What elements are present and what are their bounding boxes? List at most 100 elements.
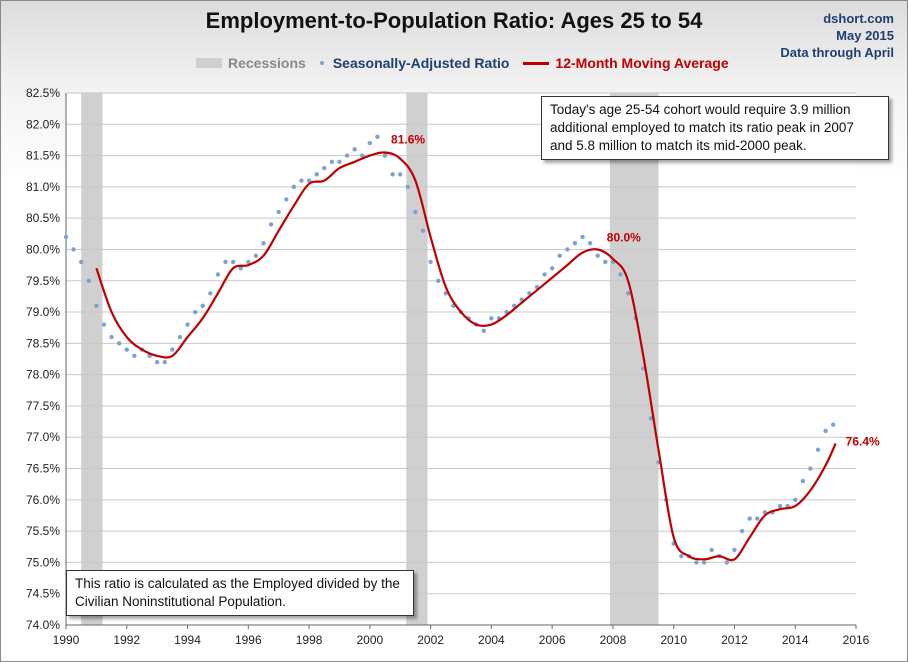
ratio-point — [253, 253, 259, 258]
x-tick-label: 2012 — [721, 633, 748, 647]
ratio-point — [489, 316, 494, 321]
y-tick-label: 77.0% — [26, 430, 60, 444]
ratio-point — [679, 553, 684, 559]
ratio-point — [215, 272, 221, 277]
ratio-point — [86, 278, 91, 283]
ratio-point — [420, 228, 426, 233]
ratio-point — [831, 422, 836, 427]
ratio-point — [648, 416, 654, 421]
ratio-point — [587, 241, 593, 246]
ratio-point — [390, 172, 395, 177]
ratio-point — [709, 547, 714, 553]
y-tick-label: 80.0% — [26, 242, 60, 256]
chart-legend: Recessions Seasonally-Adjusted Ratio 12-… — [196, 54, 743, 72]
legend-item-recessions: Recessions — [196, 55, 306, 71]
ratio-point — [572, 241, 578, 246]
x-tick-label: 2002 — [417, 633, 444, 647]
ratio-point — [132, 353, 137, 359]
ratio-point — [549, 266, 555, 271]
ratio-point — [223, 259, 228, 265]
ratio-point — [124, 347, 129, 352]
source-data-through: Data through April — [780, 45, 894, 60]
ratio-point — [808, 466, 813, 471]
ratio-point — [261, 241, 266, 246]
ratio-point — [162, 359, 167, 365]
value-label: 81.6% — [391, 132, 425, 146]
ratio-point — [595, 253, 600, 258]
ratio-point — [344, 153, 350, 158]
ratio-point — [116, 341, 122, 346]
source-date: May 2015 — [836, 28, 894, 43]
y-tick-label: 82.0% — [26, 117, 60, 131]
ratio-point — [306, 178, 312, 183]
ratio-point — [109, 334, 114, 340]
annotation-note-top: Today's age 25-54 cohort would require 3… — [541, 96, 889, 160]
ratio-point — [246, 259, 251, 265]
y-tick-label: 78.5% — [26, 336, 60, 350]
ratio-point — [352, 147, 357, 152]
ratio-point — [603, 259, 608, 265]
dot-swatch — [319, 61, 324, 65]
y-tick-label: 76.5% — [26, 462, 60, 476]
y-tick-label: 77.5% — [26, 399, 60, 413]
y-tick-label: 75.5% — [26, 524, 60, 538]
ratio-point — [268, 222, 274, 227]
ratio-point — [565, 247, 570, 252]
x-tick-label: 2008 — [600, 633, 627, 647]
ratio-point — [815, 447, 821, 452]
ratio-point — [724, 560, 730, 565]
ratio-point — [154, 359, 160, 365]
ratio-point — [694, 560, 699, 565]
ratio-point — [557, 253, 562, 258]
ratio-point — [360, 153, 365, 158]
ratio-point — [701, 560, 707, 565]
x-tick-label: 1994 — [174, 633, 201, 647]
x-tick-label: 2000 — [356, 633, 383, 647]
ratio-point — [71, 247, 76, 252]
ratio-point — [777, 503, 783, 509]
ratio-point — [382, 153, 388, 158]
ratio-point — [800, 478, 806, 484]
ratio-point — [170, 347, 175, 352]
ratio-point — [436, 278, 441, 283]
y-tick-label: 76.0% — [26, 493, 60, 507]
ratio-point — [329, 159, 335, 165]
ratio-point — [291, 184, 297, 190]
ratio-point — [481, 328, 486, 334]
legend-item-average: 12-Month Moving Average — [523, 55, 729, 71]
value-label: 76.4% — [846, 434, 880, 448]
ratio-point — [367, 140, 373, 146]
ratio-point — [276, 209, 281, 215]
moving-average-line — [95, 151, 837, 562]
y-tick-label: 78.0% — [26, 368, 60, 382]
y-tick-label: 81.0% — [26, 180, 60, 194]
y-tick-label: 82.5% — [26, 86, 60, 100]
x-tick-label: 1998 — [296, 633, 323, 647]
ratio-point — [185, 322, 190, 327]
y-tick-label: 79.0% — [26, 305, 60, 319]
ratio-point — [314, 172, 319, 177]
ratio-point — [78, 259, 84, 265]
chart-title: Employment-to-Population Ratio: Ages 25 … — [205, 8, 703, 33]
y-tick-label: 74.0% — [26, 618, 60, 632]
ratio-point — [177, 334, 183, 340]
y-tick-label: 75.0% — [26, 555, 60, 569]
recession-swatch — [196, 58, 222, 68]
x-tick-label: 1996 — [235, 633, 262, 647]
recession-band-2 — [406, 93, 428, 625]
x-tick-label: 1992 — [113, 633, 140, 647]
ratio-point — [739, 528, 745, 534]
x-tick-label: 1990 — [53, 633, 80, 647]
ratio-point — [192, 309, 198, 315]
annotation-note-bottom: This ratio is calculated as the Employed… — [66, 570, 414, 616]
ratio-point — [200, 303, 205, 308]
ratio-point — [413, 209, 418, 215]
ratio-point — [284, 197, 289, 202]
ratio-point — [793, 497, 798, 503]
y-tick-label: 74.5% — [26, 587, 60, 601]
ratio-point — [823, 428, 828, 434]
legend-item-ratio: Seasonally-Adjusted Ratio — [319, 55, 509, 71]
ratio-point — [101, 322, 107, 327]
recession-band-1 — [81, 93, 103, 625]
